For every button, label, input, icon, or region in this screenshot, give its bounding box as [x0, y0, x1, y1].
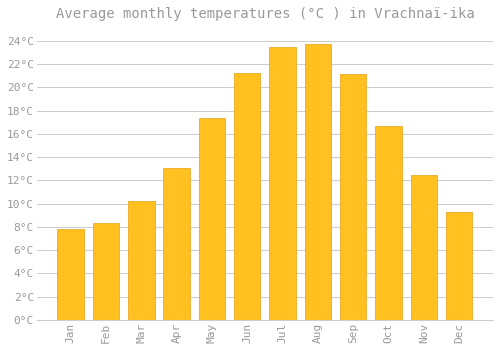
Bar: [304, 44, 331, 320]
Bar: [234, 73, 260, 320]
Bar: [58, 229, 84, 320]
Title: Average monthly temperatures (°C ) in Vrachnaï-ika: Average monthly temperatures (°C ) in Vr…: [56, 7, 474, 21]
Bar: [164, 168, 190, 320]
Bar: [410, 175, 437, 320]
Bar: [340, 75, 366, 320]
Bar: [446, 212, 472, 320]
Bar: [270, 47, 296, 320]
Bar: [128, 201, 154, 320]
Bar: [93, 223, 120, 320]
Bar: [198, 118, 225, 320]
Bar: [375, 126, 402, 320]
